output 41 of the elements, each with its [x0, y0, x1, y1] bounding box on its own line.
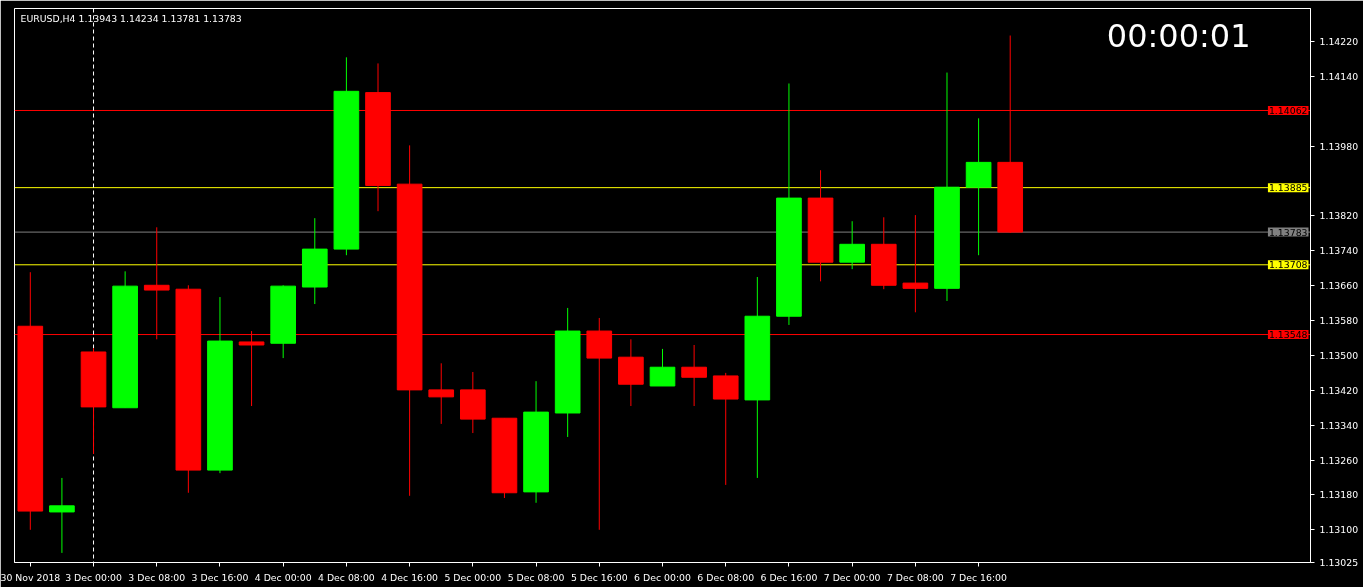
x-tick-label: 30 Nov 2018	[0, 571, 61, 583]
y-tick-label: 1.13340	[1319, 419, 1359, 431]
annotation: 00:00:01	[1106, 16, 1251, 55]
candlestick	[681, 344, 707, 407]
x-tick-label: 6 Dec 08:00	[697, 571, 755, 583]
text: EURUSD,H4 1.13943 1.14234 1.13781 1.13783	[20, 12, 242, 24]
x-tick-label: 6 Dec 16:00	[760, 571, 818, 583]
y-tick-label: 1.13660	[1319, 280, 1359, 292]
x-tick-label: 4 Dec 08:00	[318, 571, 375, 583]
candlestick	[49, 477, 75, 554]
x-tick-label: 3 Dec 16:00	[191, 571, 249, 583]
x-tick-label: 7 Dec 00:00	[823, 571, 881, 583]
ref-line-label: 1.13548	[1268, 329, 1308, 341]
x-tick-label: 6 Dec 00:00	[634, 571, 691, 583]
y-tick-label: 1.13500	[1319, 349, 1359, 361]
candlestick	[428, 362, 455, 425]
candlestick	[902, 214, 929, 313]
y-tick-label: 1.14140	[1319, 71, 1359, 82]
x-tick-label: 4 Dec 16:00	[381, 571, 439, 583]
y-tick-label: 1.13820	[1319, 210, 1359, 222]
y-tick-label: 1.13580	[1319, 315, 1359, 327]
ref-line-label: 1.14062	[1268, 105, 1308, 116]
x-tick-label: 3 Dec 08:00	[128, 571, 186, 583]
ref-line-label: 1.13708	[1268, 259, 1308, 271]
y-tick-label: 1.13180	[1319, 489, 1359, 501]
x-tick-label: 7 Dec 16:00	[950, 571, 1008, 583]
x-tick-label: 5 Dec 16:00	[570, 571, 628, 583]
y-tick-label: 1.13260	[1319, 454, 1359, 466]
ref-line-label: 1.13783	[1268, 226, 1308, 238]
x-tick-label: 4 Dec 00:00	[254, 571, 312, 583]
ref-line-label: 1.13885	[1268, 182, 1308, 194]
x-tick-label: 5 Dec 08:00	[507, 571, 565, 583]
y-tick-label: 1.14220	[1319, 36, 1359, 48]
x-tick-label: 3 Dec 00:00	[65, 571, 122, 583]
y-tick-label: 1.13025	[1319, 557, 1359, 568]
x-tick-label: 7 Dec 08:00	[886, 571, 944, 583]
y-tick-label: 1.13980	[1319, 140, 1359, 152]
x-tick-label: 5 Dec 00:00	[444, 571, 502, 583]
y-tick-label: 1.13420	[1319, 384, 1359, 396]
y-tick-label: 1.13100	[1319, 524, 1359, 536]
y-tick-label: 1.13740	[1319, 245, 1359, 257]
